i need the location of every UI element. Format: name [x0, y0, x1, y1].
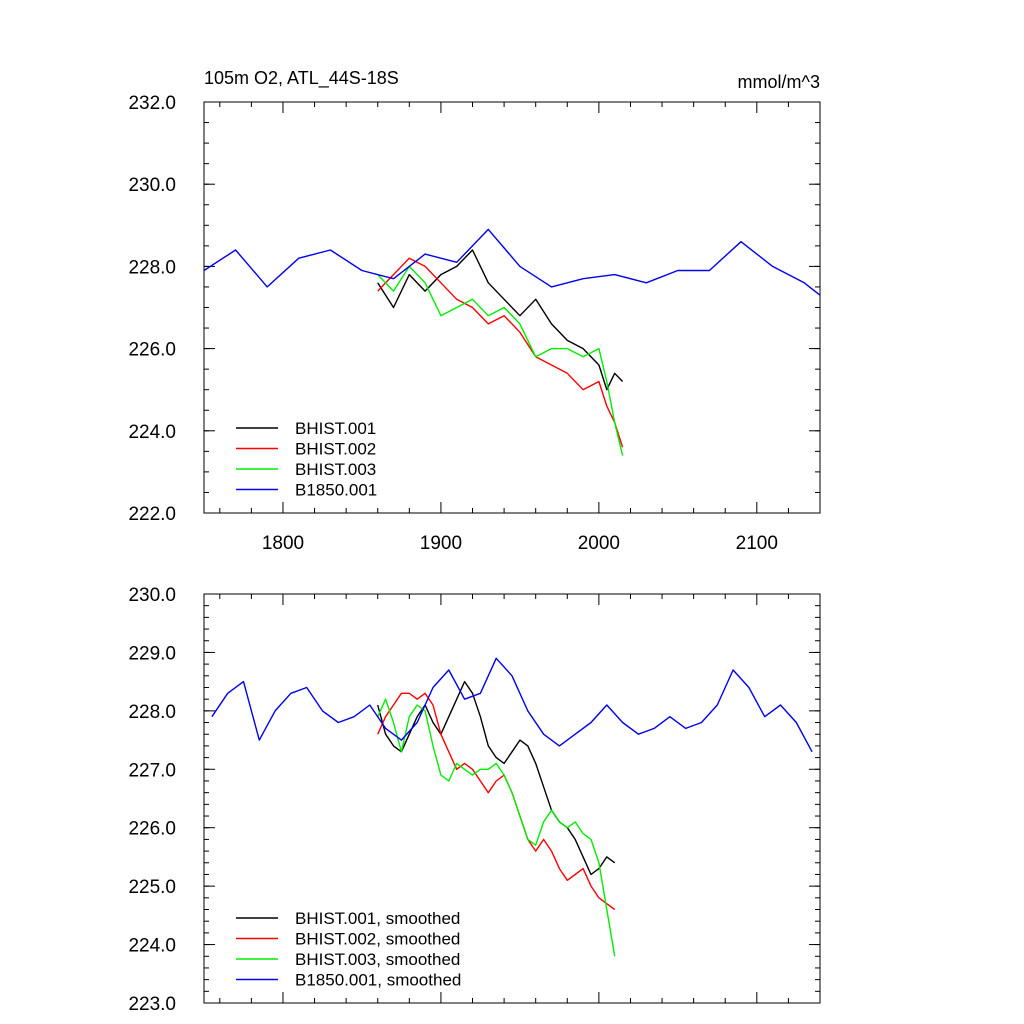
bottom-series-line-3 [211, 657, 813, 753]
top-series-line-3 [204, 228, 820, 296]
bottom-series-line-0 [377, 680, 616, 876]
top-legend-label-3: B1850.001 [295, 481, 377, 500]
top-legend-label-0: BHIST.001 [295, 419, 376, 438]
top-series-line-0 [377, 249, 624, 391]
top-x-tick-label: 1900 [420, 533, 462, 554]
top-y-tick-label: 228.0 [128, 257, 176, 278]
bottom-panel: 223.0 224.0 225.0 226.0 227.0 228.0 229.0 230.0… [128, 585, 821, 1015]
top-y-tick-label: 222.0 [128, 504, 176, 525]
top-panel: 105m O2, ATL_44S-18S mmol/m^3 1800 1900 20… [128, 68, 821, 554]
bottom-y-tick-label: 230.0 [128, 585, 176, 606]
bottom-y-tick-label: 223.0 [128, 994, 176, 1015]
top-panel-units: mmol/m^3 [738, 72, 820, 92]
bottom-legend-label-2: BHIST.003, smoothed [295, 950, 460, 969]
bottom-y-tick-label: 227.0 [128, 760, 176, 781]
bottom-plot-frame [203, 593, 821, 1004]
top-y-tick-label: 224.0 [128, 422, 176, 443]
top-panel-title: 105m O2, ATL_44S-18S [204, 68, 399, 89]
bottom-series-line-2 [377, 698, 616, 957]
top-x-tick-label: 2100 [736, 533, 778, 554]
bottom-series-line-1 [377, 692, 616, 911]
bottom-y-tick-label: 225.0 [128, 877, 176, 898]
top-series-line-1 [377, 257, 624, 448]
bottom-legend-label-0: BHIST.001, smoothed [295, 909, 460, 928]
bottom-y-tick-label: 229.0 [128, 643, 176, 664]
bottom-legend-label-3: B1850.001, smoothed [295, 971, 461, 990]
bottom-legend-label-1: BHIST.002, smoothed [295, 930, 460, 949]
top-x-tick-label: 2000 [578, 533, 620, 554]
top-y-tick-label: 230.0 [128, 175, 176, 196]
bottom-y-tick-label: 228.0 [128, 702, 176, 723]
bottom-y-tick-label: 224.0 [128, 936, 176, 957]
top-y-tick-label: 226.0 [128, 340, 176, 361]
top-series-line-2 [377, 265, 624, 456]
top-x-tick-label: 1800 [262, 533, 304, 554]
bottom-y-tick-label: 226.0 [128, 819, 176, 840]
top-y-tick-label: 232.0 [128, 93, 176, 114]
top-legend-label-2: BHIST.003 [295, 460, 376, 479]
top-legend-label-1: BHIST.002 [295, 440, 376, 459]
